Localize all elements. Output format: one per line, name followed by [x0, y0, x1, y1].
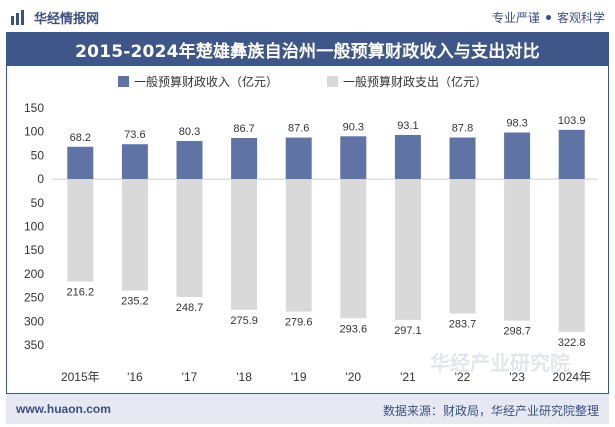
- x-tick-label: '19: [291, 370, 307, 384]
- expense-value-label: 216.2: [67, 287, 95, 299]
- y-tick-label: 150: [24, 101, 44, 115]
- top-bar: 华经情报网 专业严谨 客观科学: [0, 0, 615, 32]
- y-tick-label: 150: [24, 243, 44, 257]
- expense-value-label: 279.6: [285, 317, 313, 329]
- income-bar: [231, 138, 258, 180]
- income-value-label: 80.3: [179, 126, 200, 138]
- expense-bar: [340, 179, 367, 319]
- dot-icon: [545, 15, 551, 21]
- income-bar: [176, 141, 203, 180]
- y-tick-label: 100: [24, 220, 44, 234]
- y-tick-label: 0: [37, 172, 44, 186]
- income-bar: [67, 146, 94, 180]
- expense-bar: [504, 179, 531, 321]
- x-tick-label: '18: [236, 370, 252, 384]
- income-bar: [340, 136, 367, 180]
- expense-value-label: 283.7: [449, 319, 477, 331]
- tagline-left: 专业严谨: [491, 11, 540, 25]
- expense-value-label: 298.7: [503, 326, 531, 338]
- legend-expense-swatch: [327, 76, 338, 87]
- income-value-label: 87.6: [288, 123, 309, 135]
- income-value-label: 73.6: [124, 129, 145, 141]
- y-axis: 150 100 50 0 50 100 150 200 250 300 350: [24, 101, 598, 352]
- y-tick-label: 50: [31, 148, 45, 162]
- footer: www.huaon.com 数据来源：财政局，华经产业研究院整理: [6, 394, 609, 424]
- expense-value-label: 293.6: [340, 323, 368, 335]
- expense-bar: [176, 179, 203, 297]
- income-value-label: 93.1: [397, 120, 418, 132]
- expense-bar: [558, 179, 585, 333]
- legend-expense-label: 一般预算财政支出（亿元）: [343, 74, 487, 89]
- brand-logo-icon: [11, 9, 24, 25]
- expense-value-label: 235.2: [121, 296, 149, 308]
- tagline-right: 客观科学: [556, 11, 605, 25]
- expense-bar: [231, 179, 258, 310]
- income-value-label: 68.2: [70, 132, 91, 144]
- x-tick-label: 2024年: [552, 370, 591, 384]
- brand: 华经情报网: [10, 8, 99, 27]
- y-tick-label: 50: [31, 196, 45, 210]
- legend-income-label: 一般预算财政收入（亿元）: [134, 74, 278, 89]
- brand-name: 华经情报网: [34, 11, 100, 26]
- expense-bar: [67, 179, 94, 282]
- x-tick-label: '20: [345, 370, 361, 384]
- expense-bar: [121, 179, 148, 291]
- expense-value-label: 275.9: [230, 315, 258, 327]
- chart-frame: [6, 66, 609, 394]
- income-value-label: 86.7: [233, 123, 254, 135]
- legend: 一般预算财政收入（亿元） 一般预算财政支出（亿元）: [118, 74, 487, 89]
- expense-value-label: 248.7: [176, 302, 204, 314]
- x-tick-label: '23: [509, 370, 525, 384]
- legend-income-swatch: [118, 76, 129, 87]
- footer-source: 数据来源：财政局，华经产业研究院整理: [382, 404, 599, 418]
- expense-bar: [394, 179, 421, 320]
- income-bar: [285, 137, 312, 180]
- income-bar: [121, 144, 148, 180]
- income-bar: [394, 134, 421, 180]
- footer-url[interactable]: www.huaon.com: [16, 402, 111, 416]
- x-tick-label: '16: [127, 370, 143, 384]
- y-tick-label: 300: [24, 314, 44, 328]
- y-tick-label: 350: [24, 338, 44, 352]
- expense-value-label: 322.8: [558, 337, 586, 349]
- watermark-text: 华经产业研究院: [430, 351, 570, 375]
- income-bar: [449, 137, 476, 180]
- x-tick-label: '17: [182, 370, 198, 384]
- y-tick-label: 100: [24, 125, 44, 139]
- chart-svg: 一般预算财政收入（亿元） 一般预算财政支出（亿元） 华经产业研究院 150 100…: [24, 74, 598, 384]
- x-axis: 2015年 '16 '17 '18 '19 '20 '21 '22 '23 2024年: [61, 370, 591, 384]
- bars: 68.2 216.2 73.6 235.2 80.3 248.7 86.7 275.9 87.6…: [67, 115, 586, 349]
- y-tick-label: 200: [24, 267, 44, 281]
- income-bar: [504, 132, 531, 180]
- expense-value-label: 297.1: [394, 325, 422, 337]
- y-tick-label: 250: [24, 291, 44, 305]
- x-tick-label: 2015年: [61, 370, 100, 384]
- chart-title: 2015-2024年楚雄彝族自治州一般预算财政收入与支出对比: [75, 41, 540, 62]
- income-value-label: 90.3: [343, 121, 364, 133]
- chart-title-bar: 2015-2024年楚雄彝族自治州一般预算财政收入与支出对比: [6, 32, 609, 66]
- x-tick-label: '21: [400, 370, 416, 384]
- income-value-label: 87.8: [452, 122, 473, 134]
- income-value-label: 98.3: [506, 118, 527, 130]
- expense-bar: [285, 179, 312, 312]
- x-tick-label: '22: [455, 370, 471, 384]
- expense-bar: [449, 179, 476, 314]
- income-bar: [558, 129, 585, 180]
- income-value-label: 103.9: [558, 115, 586, 127]
- tagline: 专业严谨 客观科学: [492, 9, 605, 26]
